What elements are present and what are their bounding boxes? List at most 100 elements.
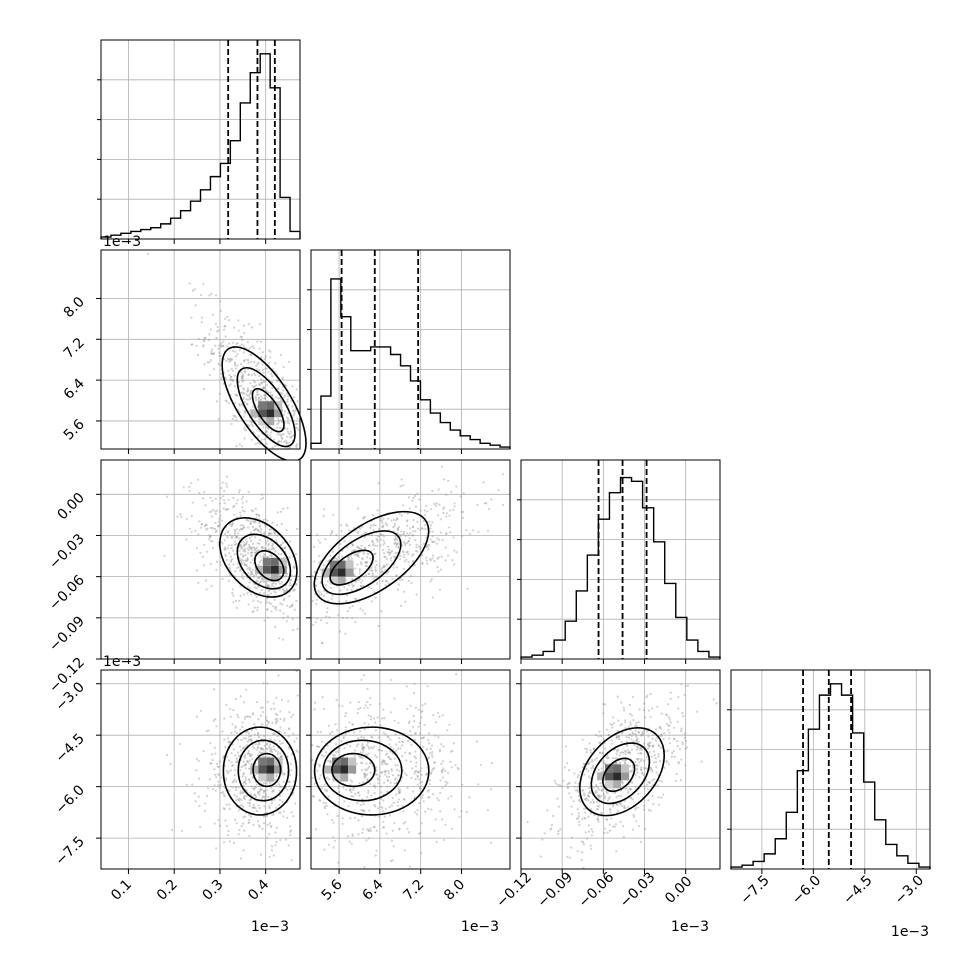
scatter-point: [269, 554, 272, 557]
scatter-point: [655, 771, 658, 774]
scatter-point: [551, 814, 555, 818]
scatter-point: [222, 499, 226, 502]
scatter-point: [479, 763, 482, 767]
scatter-point: [166, 754, 169, 757]
scatter-point: [356, 546, 359, 549]
scatter-point: [588, 787, 591, 790]
scatter-point: [628, 765, 631, 768]
scatter-point: [268, 588, 271, 592]
scatter-point: [387, 756, 390, 759]
scatter-point: [420, 773, 423, 777]
scatter-point: [197, 795, 200, 798]
scatter-point: [229, 375, 232, 378]
scatter-point: [358, 569, 361, 572]
scatter-point: [647, 747, 650, 750]
scatter-point: [260, 577, 264, 580]
scatter-point: [394, 541, 397, 545]
scatter-point: [270, 849, 274, 852]
scatter-point: [598, 805, 601, 808]
scatter-point: [313, 570, 316, 573]
scatter-point: [400, 740, 404, 743]
scatter-point: [245, 563, 248, 566]
scatter-point: [619, 803, 622, 806]
scatter-point: [595, 784, 598, 787]
scatter-point: [396, 527, 399, 530]
scatter-point: [428, 779, 431, 782]
scatter-point: [404, 821, 407, 824]
scatter-point: [232, 748, 235, 751]
scatter-point: [577, 817, 580, 820]
scatter-point: [574, 789, 577, 792]
scatter-point: [250, 572, 253, 575]
scatter-point: [405, 774, 408, 777]
scatter-point: [262, 822, 266, 825]
scatter-point: [224, 554, 227, 558]
scatter-point: [371, 540, 374, 544]
scatter-point: [643, 729, 646, 733]
scatter-point: [426, 543, 429, 546]
scatter-point: [241, 721, 244, 724]
scatter-point: [215, 529, 218, 532]
scatter-point: [248, 587, 251, 590]
scatter-point: [382, 564, 385, 567]
scatter-point: [361, 609, 364, 612]
scatter-point: [316, 745, 319, 748]
scatter-point: [382, 708, 385, 711]
scatter-point: [336, 729, 339, 732]
scatter-point: [592, 747, 596, 750]
scatter-point: [210, 753, 214, 756]
scatter-point: [268, 532, 271, 536]
scatter-point: [430, 808, 433, 811]
scatter-point: [354, 567, 357, 570]
scatter-point: [627, 726, 631, 729]
scatter-point: [351, 723, 354, 726]
scatter-point: [655, 736, 658, 740]
scatter-point: [380, 761, 383, 764]
scatter-point: [272, 854, 275, 857]
scatter-point: [241, 377, 244, 380]
scatter-point: [321, 642, 324, 645]
scatter-point: [631, 695, 635, 699]
scatter-point: [595, 808, 599, 811]
scatter-point: [374, 721, 377, 724]
scatter-point: [223, 490, 226, 493]
scatter-point: [440, 465, 443, 468]
scatter-point: [371, 544, 374, 547]
scatter-point: [412, 553, 415, 556]
scatter-point: [252, 806, 255, 809]
scatter-point: [391, 752, 394, 755]
scatter-point: [231, 764, 234, 767]
scatter-point: [420, 527, 423, 530]
scatter-point: [243, 332, 246, 335]
scatter-point: [355, 598, 358, 601]
scatter-point: [188, 282, 191, 285]
scatter-point: [226, 772, 229, 775]
scatter-point: [588, 761, 591, 764]
scatter-point: [345, 788, 348, 791]
scatter-point: [326, 776, 329, 779]
scatter-point: [596, 808, 599, 811]
scatter-point: [376, 544, 379, 547]
scatter-point: [224, 325, 227, 328]
scatter-point: [366, 779, 369, 782]
scatter-point: [234, 730, 237, 733]
scatter-point: [241, 506, 244, 509]
scatter-point: [637, 721, 640, 724]
scatter-point: [455, 485, 458, 488]
scatter-point: [439, 779, 442, 782]
scatter-point: [261, 577, 264, 580]
scatter-point: [483, 502, 486, 505]
scatter-point: [263, 805, 266, 808]
scatter-point: [581, 766, 584, 769]
scatter-point: [349, 745, 352, 748]
scatter-point: [217, 766, 220, 769]
scatter-point: [641, 733, 644, 737]
scatter-point: [673, 726, 676, 729]
panel-frame: [730, 669, 931, 870]
scatter-point: [225, 482, 228, 485]
scatter-point: [231, 781, 234, 784]
scatter-point: [180, 515, 183, 519]
scatter-point: [318, 555, 321, 558]
scatter-point: [357, 819, 360, 822]
scatter-point: [656, 705, 659, 708]
